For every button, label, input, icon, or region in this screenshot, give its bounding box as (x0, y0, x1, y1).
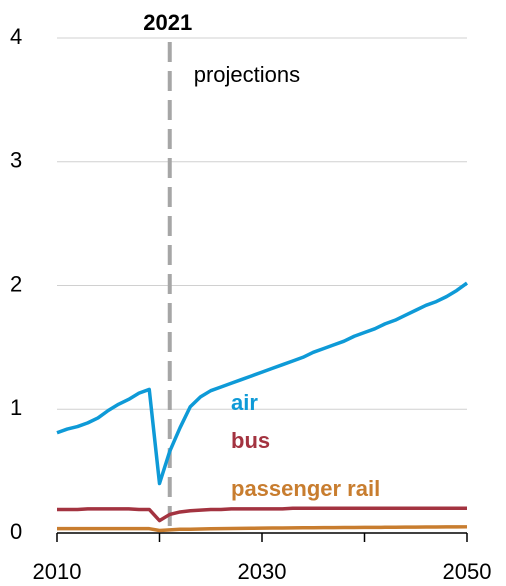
series-label: passenger rail (231, 476, 380, 501)
series-line (57, 506, 467, 523)
series-line (56, 281, 469, 486)
x-tick-label: 2010 (33, 559, 82, 584)
annotation: projections (194, 62, 300, 87)
series-label: air (231, 390, 258, 415)
series-label: bus (231, 428, 270, 453)
y-tick-label: 3 (10, 148, 22, 173)
x-tick-label: 2030 (238, 559, 287, 584)
y-tick-label: 2 (10, 271, 22, 296)
y-tick-label: 4 (10, 24, 22, 49)
y-tick-label: 0 (10, 519, 22, 544)
series-line (57, 525, 468, 533)
marker-label: 2021 (143, 10, 192, 35)
y-tick-label: 1 (10, 395, 22, 420)
x-tick-label: 2050 (443, 559, 492, 584)
